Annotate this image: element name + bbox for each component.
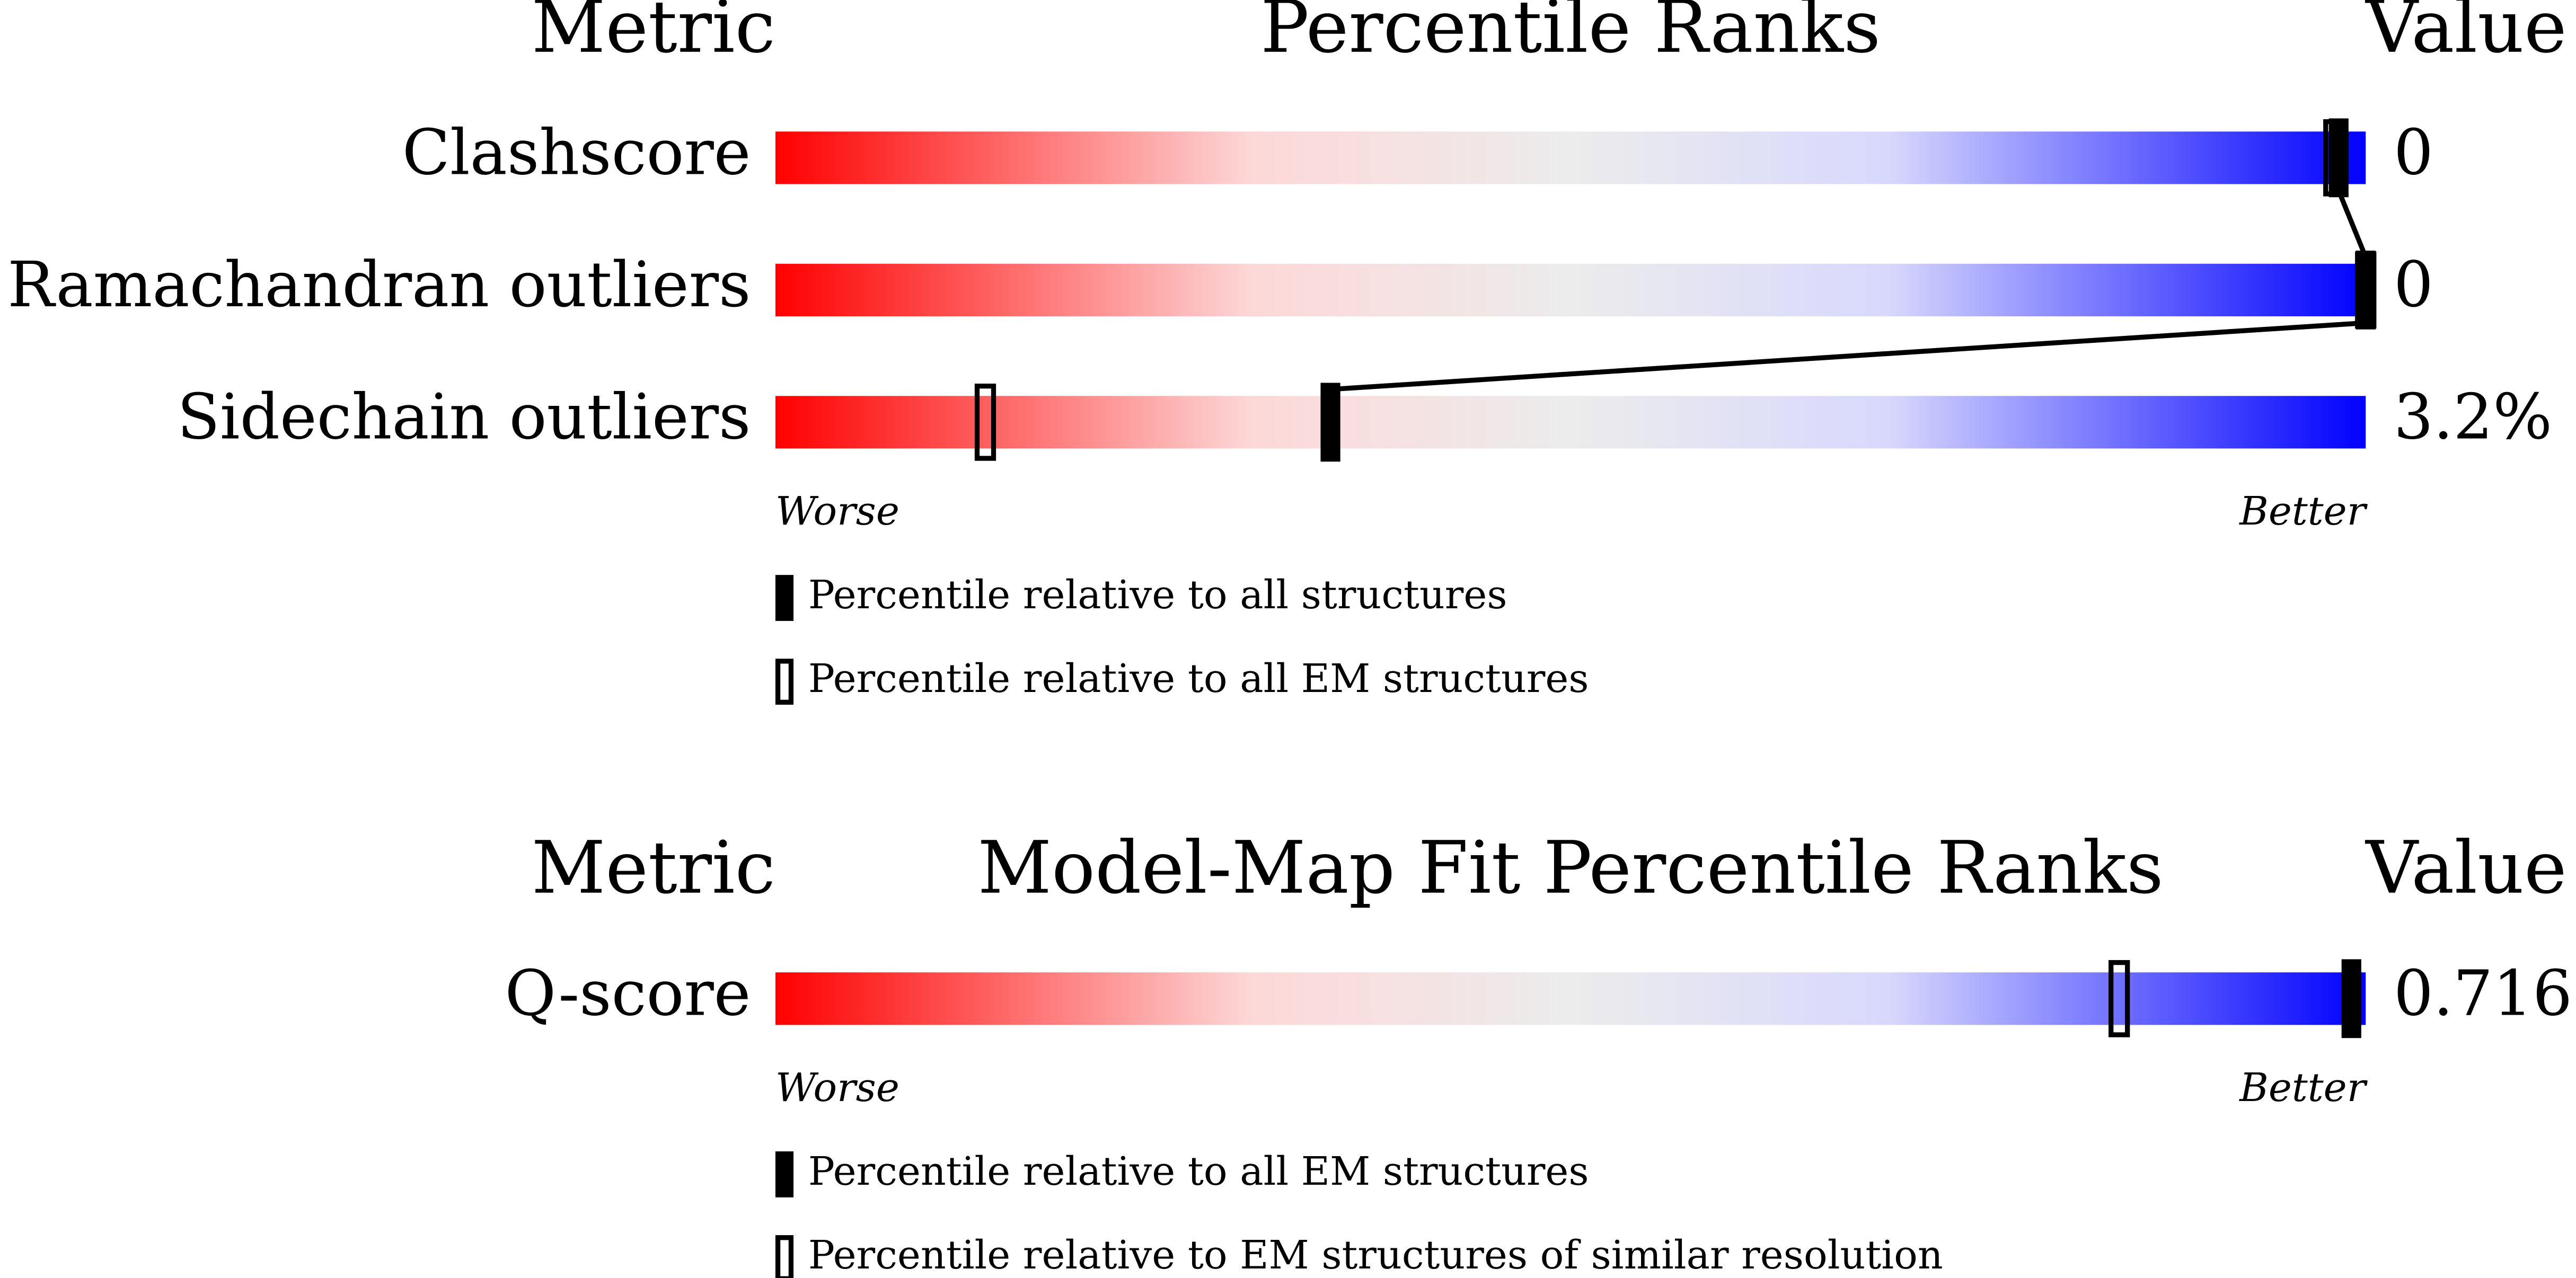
value-header: Value: [2365, 826, 2566, 910]
legend-key-filled: [775, 1151, 794, 1197]
worse-label: Worse: [775, 488, 899, 534]
better-label: Better: [2238, 1064, 2368, 1111]
metric-value: 0.716: [2394, 957, 2572, 1030]
value-header: Value: [2365, 0, 2566, 69]
percentile-marker-open: [2109, 960, 2130, 1037]
metric-label: Sidechain outliers: [177, 380, 751, 453]
connector: [2336, 190, 2368, 259]
metric-header: Metric: [532, 0, 775, 69]
panel-title: Percentile Ranks: [1260, 0, 1881, 69]
legend-key-open: [775, 659, 794, 705]
legend-text: Percentile relative to all structures: [808, 572, 1507, 618]
legend-text: Percentile relative to all EM structures: [808, 1148, 1589, 1194]
better-label: Better: [2238, 488, 2368, 534]
legend-key-open: [775, 1235, 794, 1278]
percentile-marker-filled: [2328, 118, 2349, 198]
percentile-bar: [775, 396, 2366, 449]
percentile-bar: [775, 972, 2366, 1025]
worse-label: Worse: [775, 1064, 899, 1111]
percentile-marker-filled: [1320, 383, 1340, 462]
percentile-marker-filled: [2341, 959, 2361, 1039]
connector: [1330, 320, 2366, 392]
metric-label: Clashscore: [402, 116, 751, 189]
metric-header: Metric: [532, 826, 775, 910]
percentile-marker-filled: [2356, 250, 2376, 330]
legend-key-filled: [775, 575, 794, 621]
metric-label: Q-score: [505, 957, 751, 1030]
metric-label: Ramachandran outliers: [7, 248, 751, 321]
metric-value: 3.2%: [2394, 380, 2552, 453]
metric-value: 0: [2394, 248, 2433, 321]
percentile-marker-open: [974, 384, 996, 461]
metric-value: 0: [2394, 116, 2433, 189]
legend-text: Percentile relative to all EM structures: [808, 655, 1589, 702]
percentile-bar: [775, 131, 2366, 184]
legend-text: Percentile relative to EM structures of …: [808, 1232, 1943, 1278]
percentile-bar: [775, 263, 2366, 316]
panel-title: Model-Map Fit Percentile Ranks: [977, 826, 2163, 910]
